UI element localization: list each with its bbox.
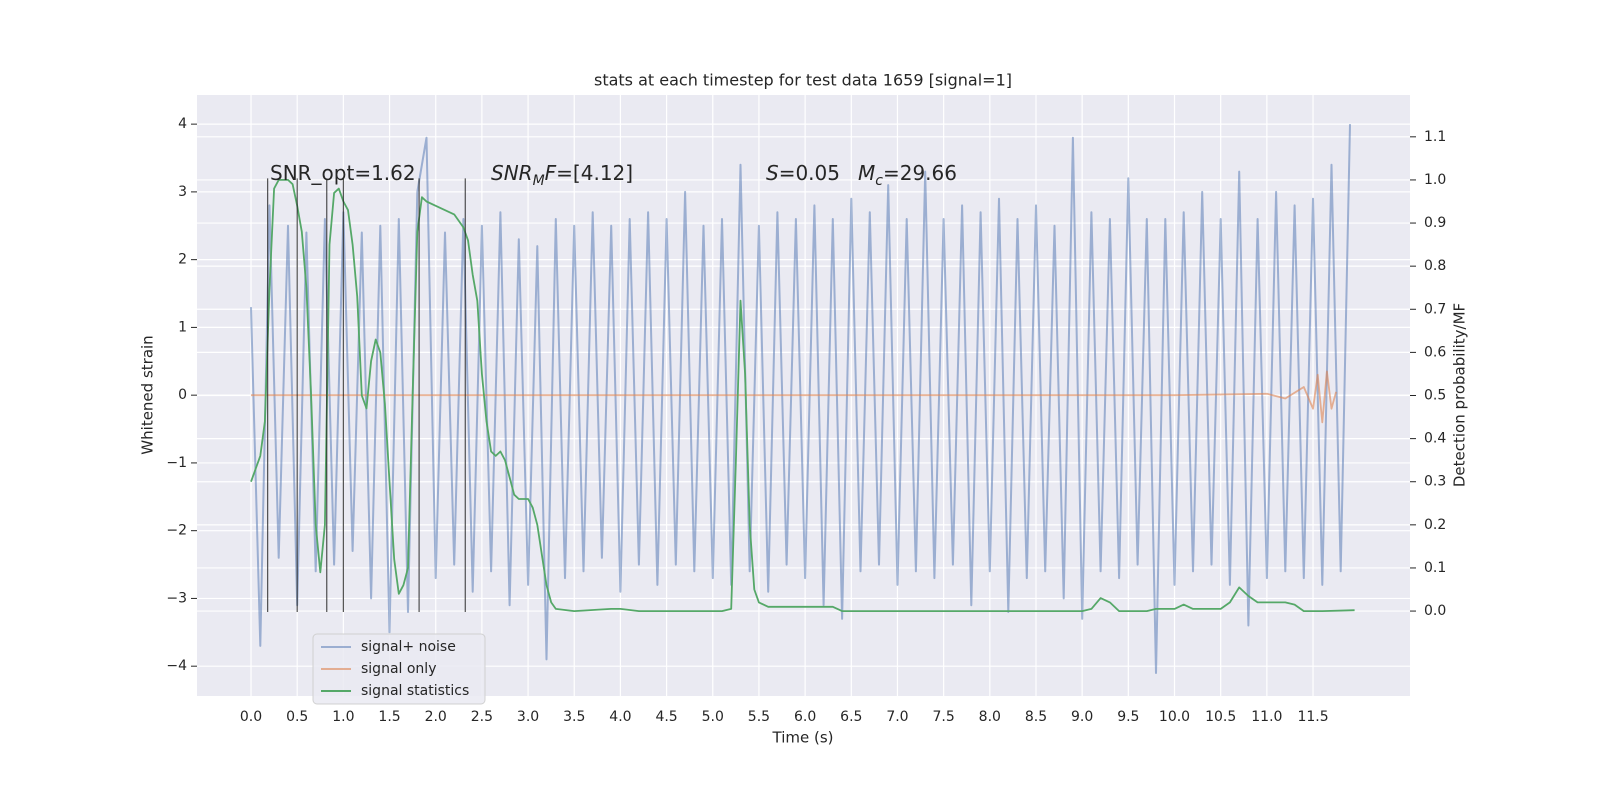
legend-label: signal+ noise — [361, 639, 456, 655]
x-tick-label: 8.5 — [1025, 709, 1047, 725]
y-tick-label: −1 — [166, 455, 187, 471]
y2-tick-label: 0.4 — [1424, 431, 1446, 447]
x-tick-label: 2.5 — [471, 709, 493, 725]
x-tick-label: 11.5 — [1297, 709, 1328, 725]
x-tick-label: 9.0 — [1071, 709, 1093, 725]
y2-tick-label: 0.0 — [1424, 603, 1446, 619]
legend-label: signal only — [361, 661, 436, 677]
series-line — [250, 178, 1355, 612]
annotation-part: S — [766, 161, 779, 185]
y-tick-label: −4 — [166, 658, 187, 674]
y-tick-label: 1 — [178, 319, 187, 335]
x-tick-label: 5.0 — [702, 709, 724, 725]
y-axis-label: Whitened strain — [139, 335, 157, 454]
annotation-part: F — [545, 161, 557, 185]
annotation-part: SNR_opt=1.62 — [270, 161, 416, 185]
x-tick-label: 6.0 — [794, 709, 816, 725]
annotation-part: M — [533, 173, 545, 189]
y-tick-label: −3 — [166, 590, 187, 606]
annotation: Mc=29.66 — [858, 161, 957, 189]
y2-tick-label: 0.6 — [1424, 344, 1446, 360]
y2-tick-label: 0.8 — [1424, 258, 1446, 274]
y2-tick-label: 0.2 — [1424, 517, 1446, 533]
x-tick-label: 10.0 — [1159, 709, 1190, 725]
legend-label: signal statistics — [361, 683, 469, 699]
y-tick-label: −2 — [166, 523, 187, 539]
y2-tick-label: 1.1 — [1424, 129, 1446, 145]
annotation-part: M — [858, 161, 875, 185]
y-tick-label: 4 — [178, 116, 187, 132]
y2-tick-label: 0.5 — [1424, 388, 1446, 404]
annotation: S=0.05 — [766, 161, 840, 185]
y2-tick-label: 0.7 — [1424, 301, 1446, 317]
legend-box — [312, 633, 486, 705]
x-tick-label: 6.5 — [840, 709, 862, 725]
x-tick-label: 8.0 — [979, 709, 1001, 725]
x-tick-label: 4.5 — [655, 709, 677, 725]
x-tick-label: 5.5 — [748, 709, 770, 725]
y2-tick-label: 0.9 — [1424, 215, 1446, 231]
x-tick-label: 1.0 — [332, 709, 354, 725]
y2-tick-label: 0.1 — [1424, 560, 1446, 576]
y-tick-label: 2 — [178, 252, 187, 268]
annotation-part: =0.05 — [779, 161, 840, 185]
annotation: SNR_opt=1.62 — [270, 161, 416, 185]
y-tick-label: 3 — [178, 184, 187, 200]
x-tick-label: 9.5 — [1117, 709, 1139, 725]
chart-title: stats at each timestep for test data 165… — [594, 71, 1012, 90]
x-tick-label: 3.0 — [517, 709, 539, 725]
y-tick-label: 0 — [178, 387, 187, 403]
x-tick-label: 1.5 — [378, 709, 400, 725]
x-tick-label: 0.0 — [240, 709, 262, 725]
annotation-part: =29.66 — [883, 161, 957, 185]
y2-tick-label: 0.3 — [1424, 474, 1446, 490]
x-tick-label: 11.0 — [1251, 709, 1282, 725]
annotation-part: SNR — [491, 161, 533, 185]
x-tick-label: 3.5 — [563, 709, 585, 725]
x-tick-label: 4.0 — [609, 709, 631, 725]
x-axis-label: Time (s) — [772, 729, 834, 747]
annotation-part: c — [875, 173, 883, 189]
y2-axis-label: Detection probability/MF — [1451, 303, 1469, 487]
series-line — [251, 370, 1337, 424]
annotation: SNRMF=[4.12] — [491, 161, 633, 189]
x-tick-label: 0.5 — [286, 709, 308, 725]
x-tick-label: 10.5 — [1205, 709, 1236, 725]
series-line — [250, 124, 1351, 674]
x-tick-label: 7.5 — [933, 709, 955, 725]
y2-tick-label: 1.0 — [1424, 172, 1446, 188]
annotation-part: =[4.12] — [556, 161, 633, 185]
x-tick-label: 7.0 — [886, 709, 908, 725]
x-tick-label: 2.0 — [425, 709, 447, 725]
